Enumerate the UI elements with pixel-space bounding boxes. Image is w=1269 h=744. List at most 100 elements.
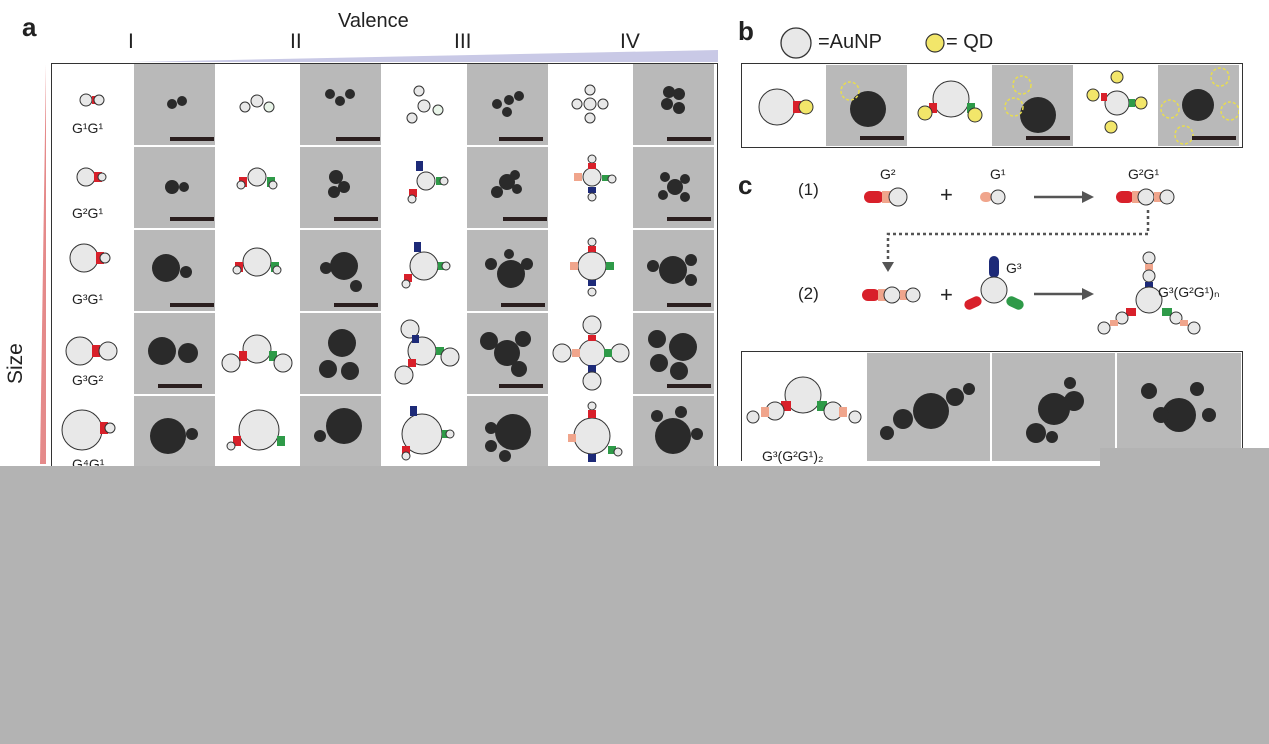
occlusion-block bbox=[0, 466, 1269, 744]
tem-image bbox=[467, 147, 548, 228]
schematic-g4g1-valence-2 bbox=[217, 396, 298, 477]
schematic-g1g1-valence-1 bbox=[52, 64, 133, 145]
g3-building-block bbox=[964, 256, 1024, 310]
schematic-g2g1-valence-3 bbox=[384, 147, 465, 228]
scale-bar bbox=[503, 217, 547, 221]
dotted-path-arrow bbox=[882, 210, 1150, 272]
product-label: G³(G²G¹)ₙ bbox=[1158, 284, 1220, 300]
tem-image bbox=[300, 396, 381, 477]
tem-image bbox=[1158, 65, 1239, 146]
scale-bar bbox=[499, 384, 543, 388]
tem-image bbox=[826, 65, 907, 146]
scale-bar bbox=[334, 303, 378, 307]
occlusion-block-upper bbox=[1100, 448, 1269, 468]
valence-level-1: I bbox=[128, 30, 134, 53]
tem-image bbox=[467, 64, 548, 145]
g1-building-block bbox=[980, 189, 1006, 205]
tem-image bbox=[300, 147, 381, 228]
schematic-g3g1-valence-1 bbox=[52, 230, 133, 311]
g2-label: G² bbox=[880, 166, 896, 182]
schematic-bottom-label: G³(G²G¹)₂ bbox=[762, 448, 824, 464]
panel-c-letter: c bbox=[738, 170, 753, 200]
reaction-arrow-1 bbox=[1034, 191, 1094, 203]
g2g1-product bbox=[1116, 188, 1175, 206]
tem-image bbox=[633, 230, 714, 311]
tem-image bbox=[134, 147, 215, 228]
tem-image bbox=[992, 353, 1115, 461]
qd-legend-icon bbox=[925, 33, 945, 53]
scale-bar bbox=[334, 217, 378, 221]
valence-level-2: II bbox=[290, 30, 302, 53]
scale-bar bbox=[1026, 136, 1070, 140]
scale-bar bbox=[170, 303, 214, 307]
schematic-g2g1-valence-4 bbox=[550, 147, 631, 228]
tem-image bbox=[134, 313, 215, 394]
valence-title: Valence bbox=[338, 10, 409, 32]
tem-image bbox=[1117, 353, 1241, 461]
schematic-g3g1-valence-2 bbox=[217, 230, 298, 311]
valence-level-4: IV bbox=[620, 30, 640, 53]
g2g1-reactant bbox=[862, 286, 921, 304]
reaction-arrow-2 bbox=[1034, 288, 1094, 300]
schematic-g3g1-valence-3 bbox=[384, 230, 465, 311]
row-label-g1g1: G¹G¹ bbox=[72, 120, 104, 136]
tem-image bbox=[300, 313, 381, 394]
scale-bar bbox=[667, 137, 711, 141]
schematic-g1g1-valence-4 bbox=[550, 64, 631, 145]
scale-bar bbox=[501, 303, 545, 307]
aunp-legend-label: =AuNP bbox=[818, 31, 882, 53]
panel-b-letter: b bbox=[738, 16, 754, 46]
tem-image bbox=[134, 230, 215, 311]
g2g1-label: G²G¹ bbox=[1128, 166, 1160, 182]
panel-b-frame bbox=[741, 63, 1243, 148]
tem-image bbox=[467, 230, 548, 311]
schematic-g2g1-valence-1 bbox=[52, 147, 133, 228]
tem-image bbox=[633, 313, 714, 394]
scale-bar bbox=[158, 384, 202, 388]
valence-wedge bbox=[130, 50, 718, 62]
g3-label: G³ bbox=[1006, 260, 1022, 276]
plus-1: + bbox=[940, 182, 953, 207]
schematic-g3g1-valence-4 bbox=[550, 230, 631, 311]
row-label-g3g1: G³G¹ bbox=[72, 291, 104, 307]
scale-bar bbox=[170, 137, 214, 141]
scale-bar bbox=[860, 136, 904, 140]
schematic-g1g1-valence-2 bbox=[217, 64, 298, 145]
scale-bar bbox=[499, 137, 543, 141]
tem-image bbox=[300, 64, 381, 145]
plus-2: + bbox=[940, 282, 953, 307]
tem-image bbox=[134, 396, 215, 477]
schematic-aunp-qd-1 bbox=[743, 65, 824, 146]
scale-bar bbox=[1192, 136, 1236, 140]
tem-image bbox=[867, 353, 990, 461]
schematic-aunp-qd-4 bbox=[1075, 65, 1156, 146]
schematic-g4g1-valence-1 bbox=[52, 396, 133, 477]
tem-image bbox=[467, 396, 548, 477]
step-1-label: (1) bbox=[798, 180, 819, 199]
g1-label: G¹ bbox=[990, 166, 1006, 182]
step-2-label: (2) bbox=[798, 284, 819, 303]
qd-legend-label: = QD bbox=[946, 31, 994, 53]
tem-image bbox=[467, 313, 548, 394]
panel-a-letter: a bbox=[22, 12, 37, 42]
schematic-g3g2-valence-1 bbox=[52, 313, 133, 394]
scale-bar bbox=[170, 217, 214, 221]
schematic-g4g1-valence-3 bbox=[384, 396, 465, 477]
scale-bar bbox=[667, 217, 711, 221]
row-label-g3g2: G³G² bbox=[72, 372, 104, 388]
schematic-g2g1-valence-2 bbox=[217, 147, 298, 228]
tem-image bbox=[134, 64, 215, 145]
tem-image bbox=[300, 230, 381, 311]
schematic-g3g2-valence-3 bbox=[384, 313, 465, 394]
row-label-g2g1: G²G¹ bbox=[72, 205, 104, 221]
tem-image bbox=[633, 64, 714, 145]
size-wedge bbox=[40, 64, 46, 464]
schematic-g3-g2g1-2 bbox=[743, 353, 865, 461]
scale-bar bbox=[336, 137, 380, 141]
tem-image bbox=[992, 65, 1073, 146]
scale-bar bbox=[667, 303, 711, 307]
g2-building-block bbox=[864, 187, 908, 207]
panel-a-grid-frame bbox=[51, 63, 718, 468]
aunp-legend-icon bbox=[780, 27, 812, 59]
tem-image bbox=[633, 396, 714, 477]
